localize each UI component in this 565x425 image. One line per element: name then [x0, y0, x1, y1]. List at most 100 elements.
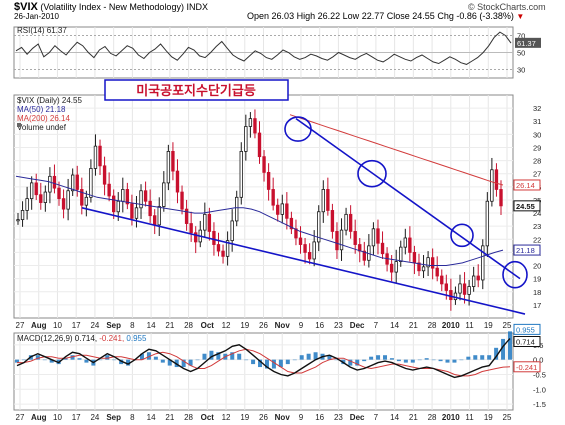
price-candle [66, 190, 70, 210]
quote-line: Open 26.03 High 26.22 Low 22.77 Close 24… [247, 11, 524, 21]
macd-y-tick-label: -1.0 [533, 385, 546, 394]
price-candle [194, 232, 198, 243]
price-candle [20, 210, 25, 221]
price-candle [225, 240, 230, 257]
price-x-tick-label: 19 [484, 321, 493, 330]
price-candle [230, 220, 234, 242]
macd-histogram-bar [369, 356, 374, 360]
macd-histogram-bar [403, 359, 408, 363]
macd-histogram-bar [42, 359, 47, 361]
macd-histogram-bar [327, 355, 332, 360]
price-y-tick-label: 20 [533, 262, 541, 271]
price-candle [371, 228, 376, 247]
macd-histogram-bar [445, 359, 450, 363]
price-candle [330, 210, 335, 232]
macd-histogram-bar [396, 359, 401, 362]
macd-histogram-bar [480, 355, 485, 360]
price-value-badge [513, 200, 541, 212]
price-candle [307, 252, 312, 260]
price-x-tick-label: 14 [147, 321, 156, 330]
price-x-tick-label: 11 [465, 321, 474, 330]
price-candle [221, 250, 225, 257]
price-candle [444, 283, 449, 291]
macd-histogram-bar [285, 359, 290, 365]
macd-histogram-bar [70, 355, 75, 360]
price-y-tick-label: 18 [533, 288, 541, 297]
price-candle [499, 189, 503, 207]
price-candle [471, 275, 476, 287]
lower-trendline [81, 207, 526, 315]
close-label: Close [386, 11, 410, 21]
price-legend-entry: Volume undef [17, 123, 67, 132]
price-candle [326, 189, 330, 211]
annotation-text: 미국공포지수단기급등 [136, 83, 256, 98]
instrument-name: (Volatility Index - New Methodology) [40, 2, 184, 12]
macd-histogram-bar [160, 359, 165, 363]
macd-histogram-bar [195, 359, 200, 361]
macd-x-tick-label: 19 [484, 413, 493, 422]
price-candle [29, 182, 34, 200]
macd-histogram-bar [362, 359, 367, 362]
price-y-tick-label: 27 [533, 170, 541, 179]
price-value-badge-label: 26.14 [516, 181, 535, 190]
macd-x-tick-label: 23 [334, 413, 343, 422]
price-candle [312, 241, 316, 260]
price-candle [107, 183, 111, 197]
macd-histogram-bar [126, 359, 131, 366]
price-candle [481, 245, 485, 281]
price-x-tick-label: Sep [106, 321, 121, 330]
macd-value-badge-label: -0.241 [516, 363, 537, 372]
price-candle [458, 283, 462, 294]
annotation-box [104, 79, 289, 101]
macd-value-badge [513, 361, 541, 373]
macd-histogram-bar [258, 359, 263, 368]
macd-x-tick-label: 14 [390, 413, 399, 422]
volume-legend-swatch [17, 123, 21, 127]
macd-histogram-bar [438, 359, 443, 362]
macd-histogram-bar [230, 352, 235, 360]
macd-x-tick-label: 16 [315, 413, 324, 422]
price-candle [212, 231, 216, 245]
macd-histogram-bar [459, 359, 464, 361]
high-value: 26.22 [317, 11, 341, 21]
macd-histogram-bar [21, 359, 26, 361]
low-label: Low [342, 11, 360, 21]
macd-histogram-bar [119, 359, 124, 365]
macd-histogram-bar [146, 352, 151, 360]
macd-histogram-bar [417, 359, 422, 361]
price-candle [435, 267, 439, 277]
price-y-tick-label: 17 [533, 301, 541, 310]
price-x-tick-label: 7 [374, 321, 379, 330]
macd-histogram-bar [355, 359, 360, 366]
macd-value-badge [513, 336, 541, 348]
price-x-tick-label: 10 [53, 321, 62, 330]
highlight-circle [450, 223, 474, 248]
open-label: Open [247, 11, 270, 21]
price-candle [80, 189, 84, 206]
price-candle [289, 217, 294, 230]
price-candle [171, 151, 175, 172]
macd-x-tick-label: 12 [222, 413, 231, 422]
price-candle [116, 200, 120, 213]
price-candle [130, 203, 134, 219]
rsi-y-tick-label: 30 [517, 66, 525, 75]
price-y-tick-label: 31 [533, 117, 541, 126]
price-candle [89, 168, 93, 198]
macd-x-tick-label: 26 [259, 413, 268, 422]
macd-x-tick-label: Nov [275, 413, 291, 422]
macd-x-tick-label: 28 [184, 413, 193, 422]
price-candle [285, 203, 289, 219]
price-candle [339, 229, 344, 251]
price-candle [57, 187, 61, 200]
price-candle [48, 175, 52, 193]
price-candle [380, 242, 385, 255]
price-candle [321, 189, 325, 213]
macd-histogram-bar [237, 353, 242, 360]
macd-histogram-bar [501, 338, 506, 360]
macd-histogram-bar [77, 358, 82, 360]
price-x-tick-label: 28 [184, 321, 193, 330]
price-candle [239, 151, 243, 198]
price-y-tick-label: 29 [533, 143, 541, 152]
macd-histogram-bar [98, 359, 103, 361]
